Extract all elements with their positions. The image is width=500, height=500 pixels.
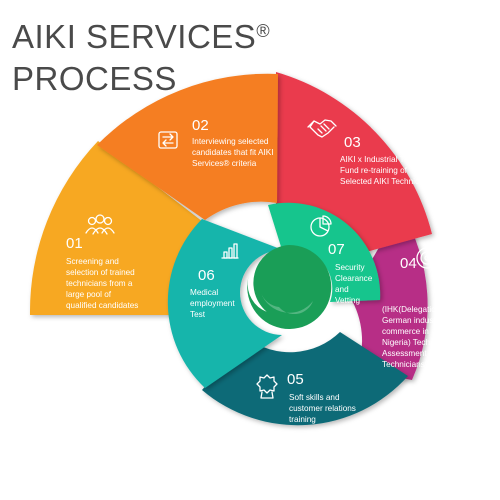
step-02-line-3: Services® criteria [192, 159, 257, 168]
step-02-segment [97, 73, 278, 220]
step-02-line-1: Interviewing selected [192, 137, 269, 146]
step-01-line-2: selection of trained [66, 268, 135, 277]
step-03-line-3: Selected AIKI Technicians® [340, 177, 440, 186]
step-04-number: 04 [400, 255, 417, 272]
step-05-line-2: customer relations [289, 404, 356, 413]
page-title: AIKI SERVICES® [12, 20, 270, 53]
step-02-line-2: candidates that fit AIKI [192, 148, 273, 157]
step-04-line-1: (IHK(Delegation of [382, 305, 450, 314]
target-icon [416, 247, 438, 269]
step-07-line-1: Security [335, 263, 365, 272]
step-04-line-3: commerce in [382, 327, 429, 336]
step-01-line-1: Screening and [66, 257, 119, 266]
step-05: 05 Soft skills and customer relations tr… [256, 371, 356, 424]
step-04-segment [350, 210, 428, 380]
step-05-line-1: Soft skills and [289, 393, 340, 402]
step-04-line-6: Technicians® [382, 360, 431, 369]
step-01: 01 Screening and selection of trained te… [66, 214, 138, 310]
step-06: 06 Medical employment Test [190, 243, 239, 319]
title-line-2: PROCESS [12, 60, 177, 97]
step-04-line-4: Nigeria) Technical [382, 338, 447, 347]
step-06-segment [167, 219, 283, 388]
step-01-line-3: technicians from a [66, 279, 133, 288]
step-02: 02 Interviewing selected candidates that… [158, 117, 273, 168]
step-01-line-5: qualified candidates [66, 301, 138, 310]
step-04-line-2: German industry and [382, 316, 459, 325]
title-line-1: AIKI SERVICES [12, 18, 257, 55]
step-05-line-3: training [289, 415, 316, 424]
step-01-line-4: large pool of [66, 290, 112, 299]
team-icon [85, 214, 115, 235]
award-badge-icon [256, 374, 278, 399]
page-subtitle: PROCESS [12, 62, 177, 95]
pie-chart-icon [310, 215, 332, 237]
step-03: 03 AIKI x Industrial Training Fund re-tr… [307, 119, 440, 186]
step-03-number: 03 [344, 134, 361, 151]
step-02-number: 02 [192, 117, 209, 134]
step-03-line-1: AIKI x Industrial Training [340, 155, 429, 164]
step-03-line-2: Fund re-training of [340, 166, 408, 175]
step-01-segment [29, 141, 208, 315]
handshake-icon [307, 119, 337, 138]
step-05-segment [202, 332, 408, 426]
step-04: 04 (IHK(Delegation of German industry an… [382, 247, 459, 369]
exchange-arrows-icon [158, 131, 178, 149]
step-06-line-3: Test [190, 310, 206, 319]
step-06-number: 06 [198, 267, 215, 284]
step-01-number: 01 [66, 235, 83, 252]
step-06-line-2: employment [190, 299, 235, 308]
step-05-number: 05 [287, 371, 304, 388]
registered-mark: ® [256, 21, 271, 41]
step-07-segment [268, 202, 381, 302]
step-04-line-5: Assessment of AIKI [382, 349, 453, 358]
step-07-line-2: Clearance [335, 274, 373, 283]
spiral-swirl-icon [247, 244, 332, 329]
step-07: 07 Security Clearance and Vetting [310, 215, 373, 305]
step-07-line-3: and [335, 285, 349, 294]
step-07-line-4: Vetting [335, 296, 360, 305]
bar-chart-icon [221, 243, 239, 259]
step-06-line-1: Medical [190, 288, 218, 297]
step-07-number: 07 [328, 241, 345, 258]
